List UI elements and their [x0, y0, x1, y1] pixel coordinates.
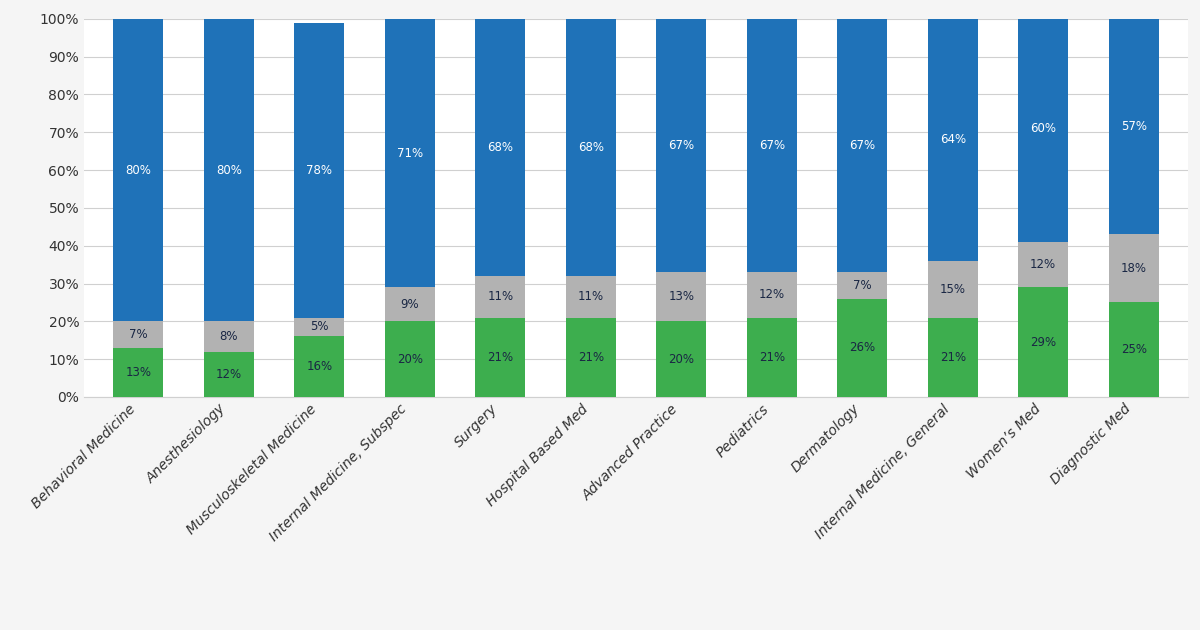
Text: 12%: 12%: [758, 289, 785, 301]
Text: 25%: 25%: [1121, 343, 1147, 356]
Text: 13%: 13%: [668, 290, 695, 303]
Text: 20%: 20%: [397, 353, 422, 365]
Bar: [838, 19, 887, 272]
Bar: [838, 299, 887, 397]
Bar: [385, 19, 434, 287]
Text: 15%: 15%: [940, 283, 966, 295]
Text: 16%: 16%: [306, 360, 332, 373]
Bar: [746, 19, 797, 272]
Text: 5%: 5%: [310, 321, 329, 333]
Bar: [475, 276, 526, 318]
Bar: [114, 321, 163, 348]
Bar: [566, 19, 616, 276]
Text: 67%: 67%: [850, 139, 875, 152]
Bar: [204, 352, 253, 397]
Text: 64%: 64%: [940, 134, 966, 146]
Bar: [838, 272, 887, 299]
Text: 12%: 12%: [216, 368, 242, 381]
Text: 13%: 13%: [125, 366, 151, 379]
Text: 67%: 67%: [758, 139, 785, 152]
Text: 21%: 21%: [487, 351, 514, 364]
Bar: [656, 321, 706, 397]
Text: 21%: 21%: [940, 351, 966, 364]
Bar: [656, 272, 706, 321]
Bar: [204, 19, 253, 321]
Bar: [114, 348, 163, 397]
Bar: [385, 287, 434, 321]
Text: 26%: 26%: [850, 341, 875, 354]
Bar: [566, 276, 616, 318]
Text: 60%: 60%: [1031, 122, 1056, 135]
Text: 21%: 21%: [577, 351, 604, 364]
Bar: [928, 318, 978, 397]
Text: 20%: 20%: [668, 353, 695, 365]
Bar: [204, 321, 253, 352]
Bar: [385, 321, 434, 397]
Text: 68%: 68%: [487, 141, 514, 154]
Text: 78%: 78%: [306, 164, 332, 176]
Text: 8%: 8%: [220, 330, 238, 343]
Text: 21%: 21%: [758, 351, 785, 364]
Text: 9%: 9%: [401, 298, 419, 311]
Bar: [1109, 19, 1158, 234]
Bar: [294, 336, 344, 397]
Bar: [475, 318, 526, 397]
Text: 67%: 67%: [668, 139, 695, 152]
Bar: [1019, 242, 1068, 287]
Text: 68%: 68%: [577, 141, 604, 154]
Bar: [928, 19, 978, 261]
Text: 7%: 7%: [853, 279, 871, 292]
Text: 12%: 12%: [1030, 258, 1056, 271]
Bar: [566, 318, 616, 397]
Bar: [1019, 287, 1068, 397]
Text: 57%: 57%: [1121, 120, 1147, 133]
Bar: [928, 261, 978, 318]
Text: 18%: 18%: [1121, 262, 1147, 275]
Text: 29%: 29%: [1030, 336, 1056, 348]
Bar: [114, 19, 163, 321]
Bar: [746, 318, 797, 397]
Bar: [1109, 302, 1158, 397]
Bar: [746, 272, 797, 318]
Bar: [294, 23, 344, 318]
Bar: [1019, 15, 1068, 242]
Bar: [475, 19, 526, 276]
Text: 11%: 11%: [487, 290, 514, 303]
Text: 11%: 11%: [577, 290, 604, 303]
Text: 71%: 71%: [397, 147, 422, 159]
Text: 7%: 7%: [128, 328, 148, 341]
Bar: [656, 19, 706, 272]
Bar: [1109, 234, 1158, 302]
Text: 80%: 80%: [125, 164, 151, 176]
Bar: [294, 318, 344, 336]
Text: 80%: 80%: [216, 164, 241, 176]
